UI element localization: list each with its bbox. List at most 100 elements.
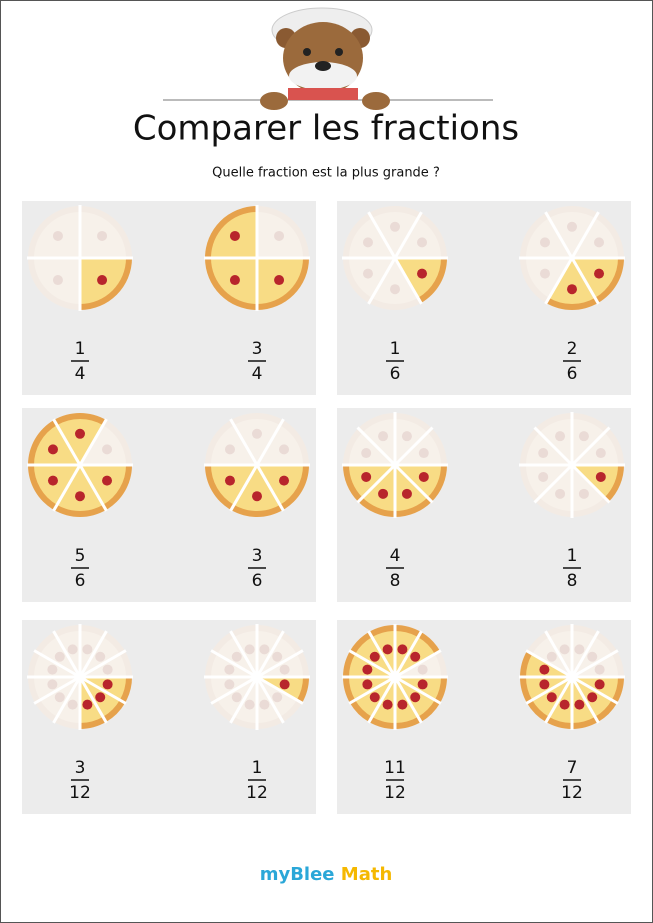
slice-cut <box>544 676 574 724</box>
pepperoni <box>279 444 290 455</box>
numerator: 3 <box>252 546 263 566</box>
slice-cut <box>210 649 258 679</box>
slice-cut <box>348 675 396 705</box>
pepperoni <box>417 268 428 279</box>
slice-cut <box>255 676 285 724</box>
pepperoni <box>574 699 585 710</box>
pepperoni <box>546 651 557 662</box>
pizza-cheese <box>80 465 126 505</box>
pepperoni <box>382 644 393 655</box>
pepperoni <box>259 699 270 710</box>
numerator: 1 <box>75 339 86 359</box>
pepperoni <box>224 444 235 455</box>
pepperoni <box>539 268 550 279</box>
denominator: 6 <box>75 571 86 591</box>
pepperoni <box>578 488 589 499</box>
slice-cut <box>533 463 574 504</box>
brand: myBlee Math <box>260 864 393 885</box>
slice-cut <box>393 257 423 305</box>
slice-cut <box>393 463 434 504</box>
pizza <box>519 206 625 310</box>
pepperoni <box>369 651 380 662</box>
pepperoni <box>244 644 255 655</box>
slice-cut <box>570 257 600 305</box>
slice-cut <box>544 630 574 678</box>
pepperoni <box>417 679 428 690</box>
slice-cut <box>229 630 259 678</box>
slice-cut <box>367 211 397 259</box>
pepperoni <box>361 448 372 459</box>
pepperoni <box>224 664 235 675</box>
slice-cut <box>52 676 82 724</box>
pepperoni <box>97 275 108 286</box>
slice-cut <box>78 418 108 466</box>
slice-cut <box>544 211 574 259</box>
pizza-cheese <box>234 465 280 511</box>
pizza <box>204 205 310 311</box>
pizza <box>342 624 448 730</box>
pepperoni <box>52 275 63 286</box>
denominator: 12 <box>384 783 406 803</box>
numerator: 3 <box>252 339 263 359</box>
pepperoni <box>95 651 106 662</box>
pepperoni <box>54 692 65 703</box>
pepperoni <box>231 651 242 662</box>
pepperoni <box>229 230 240 241</box>
pepperoni <box>82 699 93 710</box>
pizza <box>27 624 133 730</box>
pepperoni <box>47 444 58 455</box>
pepperoni <box>75 491 85 502</box>
slice-cut <box>570 630 600 678</box>
slice-cut <box>544 257 574 305</box>
pizza-cheese <box>572 465 618 498</box>
pepperoni <box>559 699 570 710</box>
pepperoni <box>224 679 235 690</box>
pepperoni <box>361 471 372 482</box>
slice-cut <box>525 675 573 705</box>
slice-cut <box>33 675 81 705</box>
numerator: 2 <box>567 339 578 359</box>
pepperoni <box>82 644 93 655</box>
pizza-cheese <box>395 465 441 498</box>
slice-cut <box>348 649 396 679</box>
pepperoni <box>594 664 605 675</box>
slice-cut <box>393 630 423 678</box>
pepperoni <box>272 651 283 662</box>
slice-cut <box>79 649 127 679</box>
pepperoni <box>538 471 549 482</box>
pizza <box>27 205 133 311</box>
pepperoni <box>401 488 412 499</box>
pepperoni <box>539 664 550 675</box>
pizza-cheese <box>57 465 103 511</box>
numerator: 3 <box>75 758 86 778</box>
slice-cut <box>571 649 619 679</box>
pepperoni <box>252 428 262 439</box>
numerator: 4 <box>390 546 401 566</box>
slice-cut <box>393 426 434 467</box>
pepperoni <box>369 692 380 703</box>
denominator: 12 <box>246 783 268 803</box>
pepperoni <box>559 644 570 655</box>
slice-cut <box>256 649 304 679</box>
pizza <box>519 412 625 518</box>
pepperoni <box>102 475 113 486</box>
pepperoni <box>279 664 290 675</box>
slice-cut <box>570 426 611 467</box>
pepperoni <box>95 692 106 703</box>
pepperoni <box>539 679 550 690</box>
pizza-cheese <box>57 419 103 465</box>
pepperoni <box>397 699 408 710</box>
pepperoni <box>555 431 566 442</box>
pepperoni <box>252 491 262 502</box>
pepperoni <box>54 651 65 662</box>
slice-cut <box>571 675 619 705</box>
denominator: 12 <box>69 783 91 803</box>
pepperoni <box>417 664 428 675</box>
slice-cut <box>394 675 442 705</box>
slice-cut <box>367 676 397 724</box>
denominator: 4 <box>252 364 263 384</box>
denominator: 6 <box>252 571 263 591</box>
pizza <box>519 624 625 730</box>
pizza-cheese <box>211 465 257 505</box>
